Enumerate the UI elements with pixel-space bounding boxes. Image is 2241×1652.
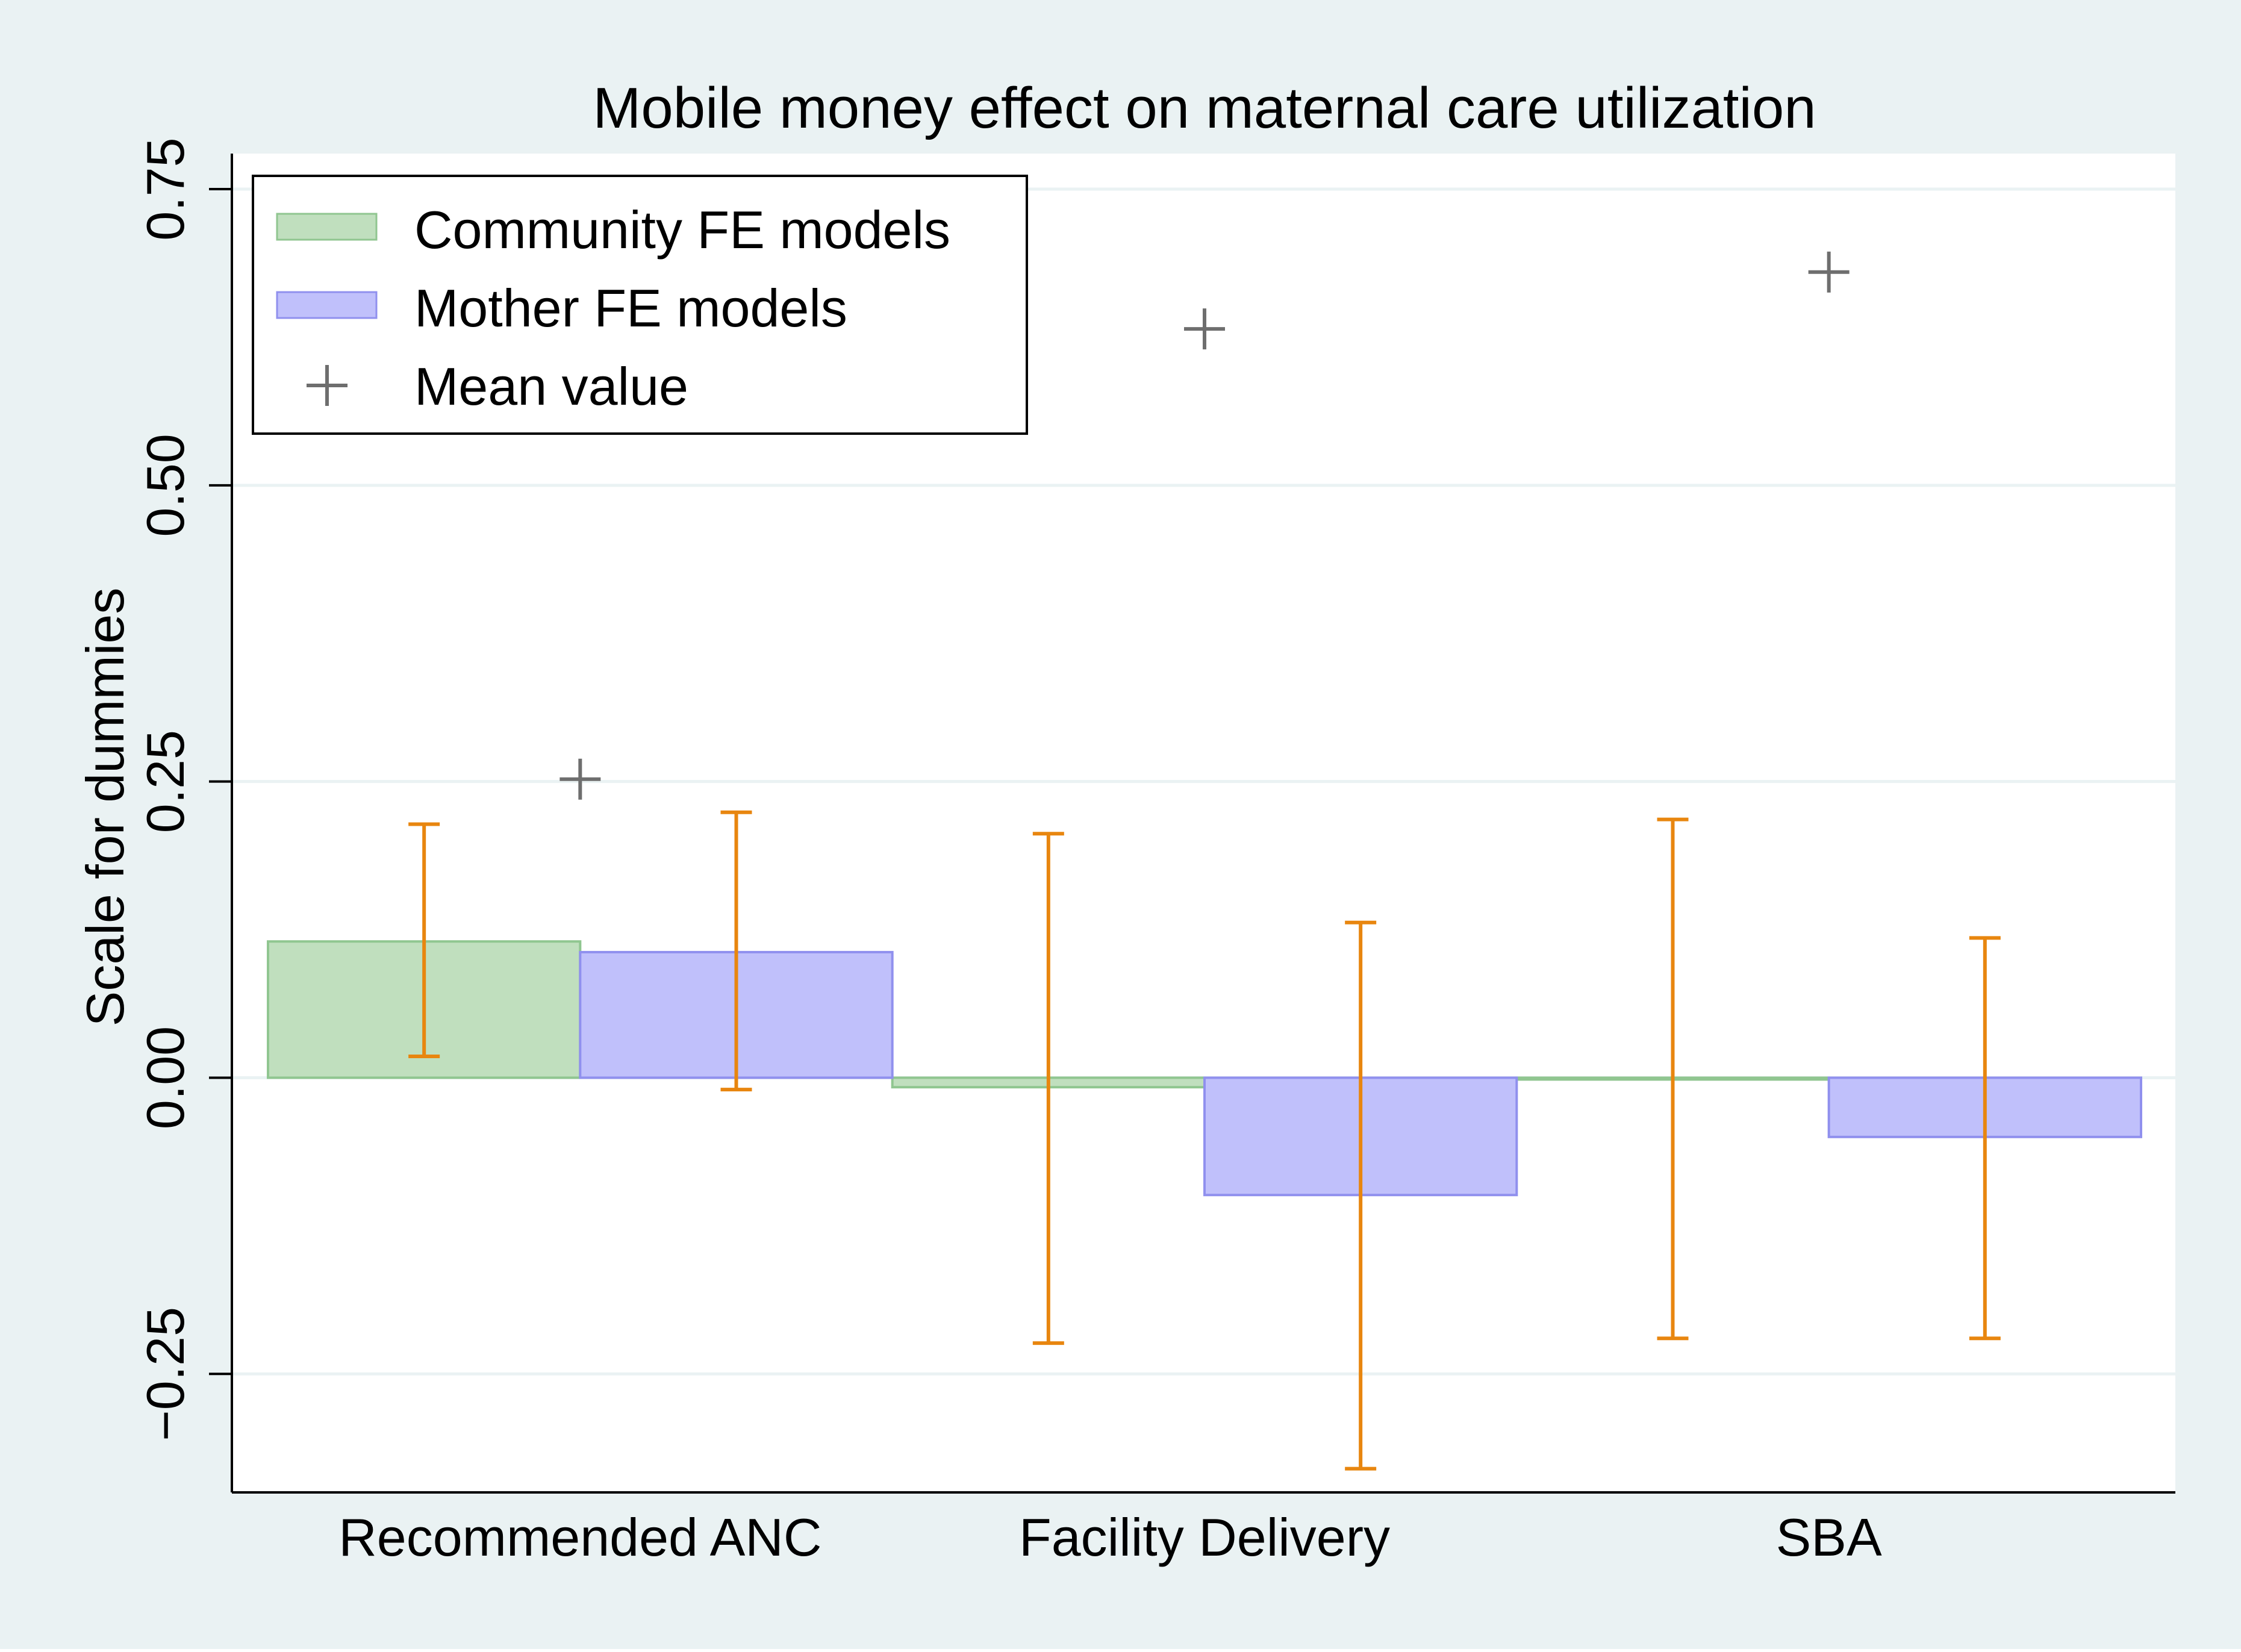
legend-box [252,175,1028,435]
y-tick-label: 0.00 [136,1026,195,1129]
legend-swatch-mother [276,291,378,319]
y-tick-label: 0.50 [136,434,195,537]
mean-marker [1808,251,1850,293]
legend-label-mother: Mother FE models [414,278,847,338]
y-tick-labels: −0.25 0.00 0.25 0.50 0.75 [136,137,195,1441]
mean-markers [559,251,1850,800]
chart-title: Mobile money effect on maternal care uti… [593,76,1816,140]
y-tick-label: 0.25 [136,730,195,833]
x-tick-labels: Recommended ANC Facility Delivery SBA [338,1507,1882,1567]
error-bars [408,810,2001,1471]
legend-swatch-community [276,213,378,241]
x-tick-label: SBA [1776,1507,1882,1567]
y-axis-label: Scale for dummies [75,588,135,1027]
y-tick-label: 0.75 [136,137,195,240]
legend: Community FE models Mother FE models Mea… [252,175,1028,435]
mean-marker [1184,308,1225,350]
x-tick-label: Facility Delivery [1019,1507,1390,1567]
legend-mean-marker-icon [307,365,348,406]
x-tick-label: Recommended ANC [338,1507,821,1567]
legend-label-mean: Mean value [414,357,688,416]
legend-label-community: Community FE models [414,200,950,260]
y-tick-label: −0.25 [136,1307,195,1441]
axes [209,154,2175,1494]
legend-plus-marker [307,365,348,406]
mean-marker [559,758,601,800]
